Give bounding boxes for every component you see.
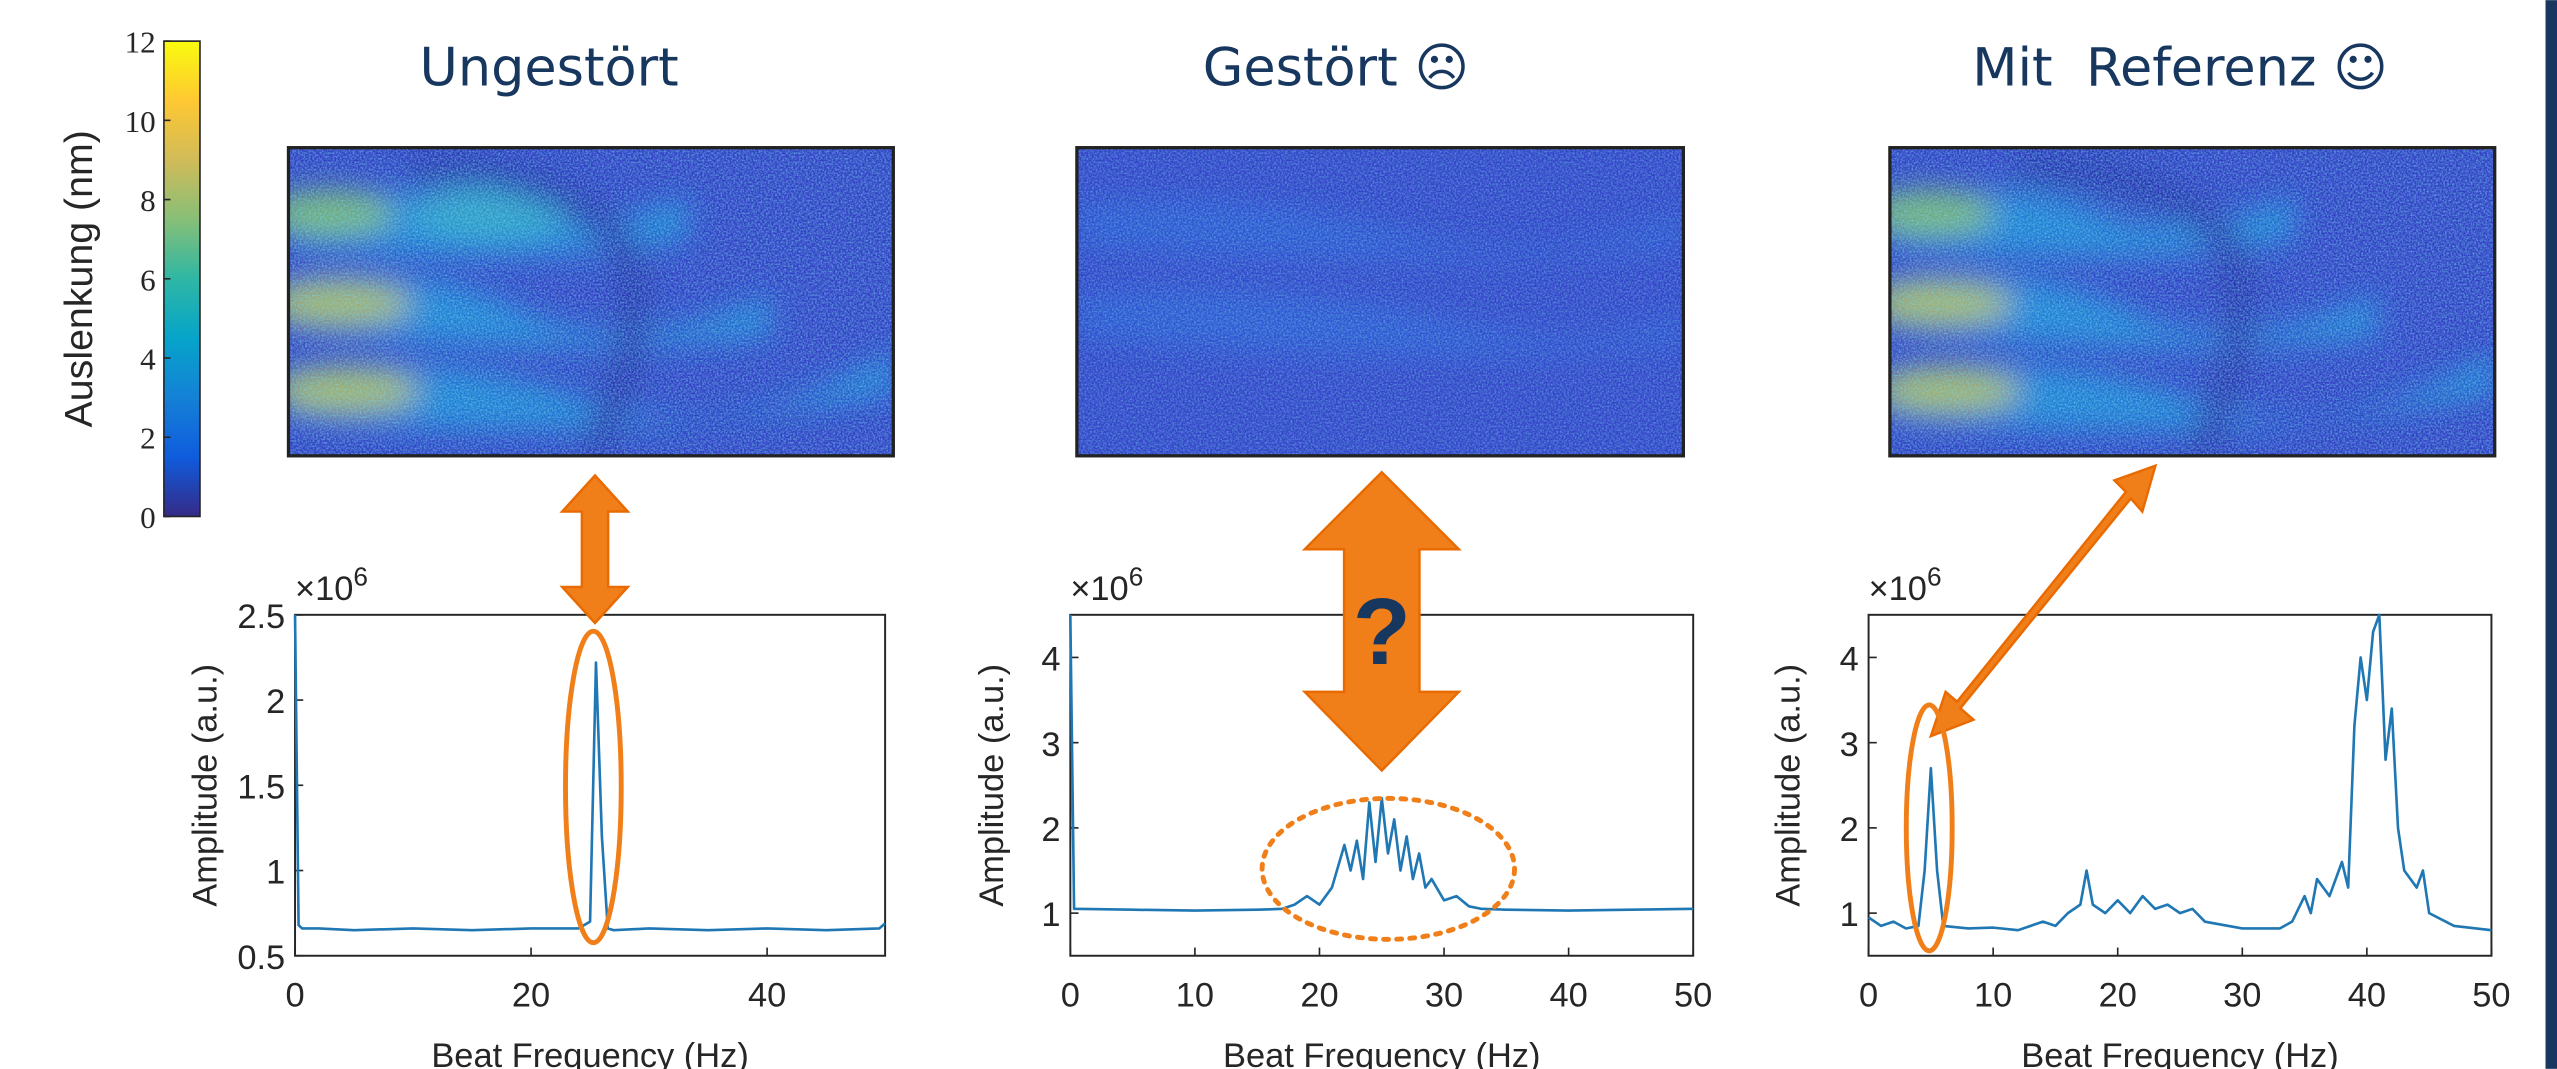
colorbar-tick-label: 6 <box>140 262 156 297</box>
colorbar-tick-label: 0 <box>140 500 156 535</box>
x-tick-label: 0 <box>1859 977 1878 1015</box>
x-tick-label: 20 <box>1300 977 1338 1015</box>
edge-bar <box>2545 0 2557 1069</box>
x-tick-label: 10 <box>1974 977 2012 1015</box>
y-axis-label: Amplitude (a.u.) <box>973 664 1011 907</box>
heatmap-frame <box>1075 146 1685 458</box>
y-tick-label: 2 <box>266 683 285 721</box>
annotation-text: ? <box>1353 579 1411 685</box>
axis-scale-base: ×10 <box>1070 570 1128 608</box>
panel-title: Gestört ☹ <box>1203 37 1469 98</box>
panel-title: Mit Referenz ☺ <box>1972 37 2388 98</box>
y-tick-label: 0.5 <box>237 939 285 977</box>
arrow <box>1928 463 2158 739</box>
heatmap-frame <box>286 146 895 458</box>
y-tick-label: 3 <box>1840 726 1859 764</box>
y-tick-label: 4 <box>1041 641 1060 679</box>
x-tick-label: 20 <box>2099 977 2137 1015</box>
colorbar-tick-label: 12 <box>125 25 156 60</box>
axis-scale-base: ×10 <box>295 570 353 608</box>
highlight-ellipse <box>563 628 624 946</box>
y-tick-label: 2 <box>1840 811 1859 849</box>
x-tick-label: 0 <box>285 977 304 1015</box>
heatmap-frame <box>1888 146 2497 458</box>
axis-scale-label: ×106 <box>1070 561 1143 608</box>
x-tick-label: 10 <box>1176 977 1214 1015</box>
heatmap <box>288 147 894 456</box>
panel-title: Ungestört <box>419 37 678 98</box>
axis-scale-label: ×106 <box>1869 561 1942 608</box>
x-tick-label: 40 <box>1549 977 1587 1015</box>
arrow <box>559 473 631 625</box>
x-tick-label: 30 <box>1425 977 1463 1015</box>
y-tick-label: 1.5 <box>237 768 285 806</box>
x-tick-label: 50 <box>1674 977 1712 1015</box>
axis-scale-exponent: 6 <box>353 561 368 591</box>
x-axis-label: Beat Frequency (Hz) <box>431 1037 748 1069</box>
y-tick-label: 1 <box>1041 896 1060 934</box>
data-line <box>1867 613 2492 932</box>
y-axis-label: Amplitude (a.u.) <box>186 664 224 907</box>
y-axis-label: Amplitude (a.u.) <box>1770 664 1808 907</box>
y-tick-label: 1 <box>266 854 285 892</box>
y-tick-label: 4 <box>1840 641 1859 679</box>
heatmap <box>1889 147 2495 456</box>
x-tick-label: 30 <box>2223 977 2261 1015</box>
x-tick-label: 40 <box>748 977 786 1015</box>
colorbar-tick-label: 10 <box>125 104 156 139</box>
colorbar-tick-label: 2 <box>140 421 156 456</box>
axis-scale-label: ×106 <box>295 561 368 608</box>
highlight-ellipse <box>1903 702 1955 954</box>
y-tick-label: 2.5 <box>237 598 285 636</box>
x-tick-label: 50 <box>2472 977 2510 1015</box>
heatmap <box>1076 147 1684 456</box>
axis-scale-base: ×10 <box>1869 570 1927 608</box>
axis-scale-exponent: 6 <box>1927 561 1942 591</box>
x-tick-label: 40 <box>2348 977 2386 1015</box>
x-tick-label: 0 <box>1061 977 1080 1015</box>
x-tick-label: 20 <box>512 977 550 1015</box>
highlight-ellipse <box>1259 795 1517 942</box>
colorbar-tick-label: 8 <box>140 183 156 218</box>
data-line <box>293 614 886 932</box>
y-tick-label: 3 <box>1041 726 1060 764</box>
y-tick-label: 1 <box>1840 896 1859 934</box>
y-tick-label: 2 <box>1041 811 1060 849</box>
plot-area <box>1867 613 2493 957</box>
annotations <box>559 463 2158 954</box>
axis-scale-exponent: 6 <box>1129 561 1144 591</box>
arrow <box>1301 470 1462 773</box>
colorbar-tick-label: 4 <box>140 341 156 376</box>
x-axis-label: Beat Frequency (Hz) <box>1223 1037 1540 1069</box>
x-axis-label: Beat Frequency (Hz) <box>2021 1037 2338 1069</box>
colorbar-label: Auslenkung (nm) <box>57 130 101 427</box>
